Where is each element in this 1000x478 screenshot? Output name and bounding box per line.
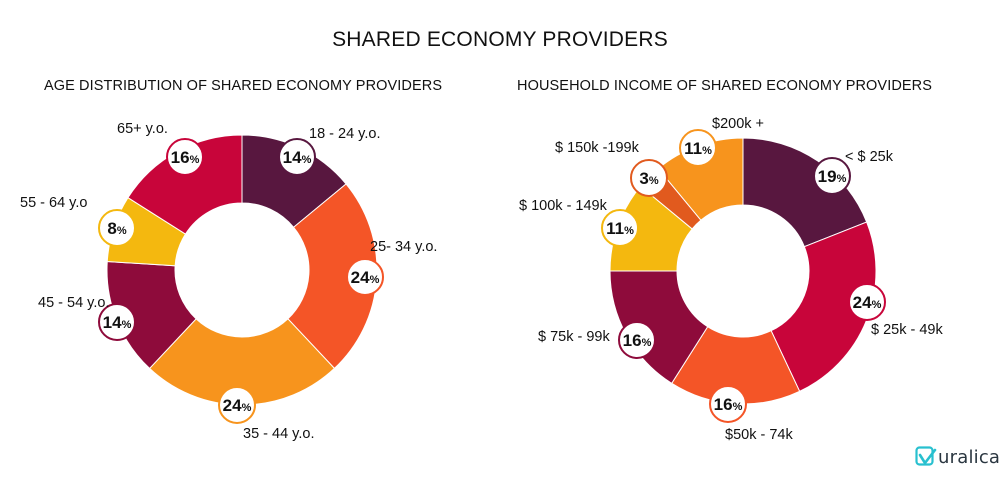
income-slice-200k xyxy=(657,137,744,221)
age-donut-chart: 14% 18 - 24 y.o. 24% 25- 34 y.o. 24% 35 - 44 … xyxy=(20,121,437,442)
income-value-label: 11% xyxy=(684,139,712,158)
age-value-label: 8% xyxy=(107,219,126,238)
age-value-badge: 14% xyxy=(278,138,316,176)
age-value-badge: 24% xyxy=(218,386,256,424)
income-value-badge: 11% xyxy=(601,209,639,247)
age-value-label: 14% xyxy=(283,148,312,167)
income-value-badge: 24% xyxy=(848,283,886,321)
income-category-label: $200k + xyxy=(712,116,764,132)
age-category-label: 65+ y.o. xyxy=(117,121,168,137)
income-category-label: $ 100k - 149k xyxy=(519,198,608,214)
income-value-badge: 3% xyxy=(630,159,668,197)
age-value-badge: 14% xyxy=(98,303,136,341)
age-value-label: 16% xyxy=(171,148,200,167)
income-category-label: < $ 25k xyxy=(845,149,894,165)
income-donut-chart: 19% < $ 25k 24% $ 25k - 49k 16% $50k - 74k 16%… xyxy=(519,116,943,443)
income-slice-25k-49k xyxy=(770,221,877,393)
income-value-badge: 19% xyxy=(813,157,851,195)
age-value-badge: 16% xyxy=(166,138,204,176)
age-chart-title: AGE DISTRIBUTION OF SHARED ECONOMY PROVI… xyxy=(44,78,443,94)
age-value-badge: 24% xyxy=(346,258,384,296)
logo-mark-icon xyxy=(915,446,937,468)
income-category-label: $50k - 74k xyxy=(725,427,793,443)
age-category-label: 18 - 24 y.o. xyxy=(309,126,380,142)
income-value-label: 11% xyxy=(606,219,634,238)
income-value-label: 24% xyxy=(853,293,882,312)
income-category-label: $ 150k -199k xyxy=(555,140,640,156)
income-value-badge: 11% xyxy=(679,129,717,167)
income-value-label: 16% xyxy=(623,331,652,350)
income-category-label: $ 25k - 49k xyxy=(871,322,943,338)
income-category-label: $ 75k - 99k xyxy=(538,329,610,345)
age-slice-25-34-y-o xyxy=(287,183,378,370)
age-value-label: 24% xyxy=(351,268,380,287)
income-slice-25k xyxy=(742,137,868,248)
age-category-label: 55 - 64 y.o xyxy=(20,195,87,211)
age-category-label: 25- 34 y.o. xyxy=(370,239,437,255)
age-value-badge: 8% xyxy=(98,209,136,247)
brand-logo: uralica xyxy=(915,444,1000,470)
chart-main-title: SHARED ECONOMY PROVIDERS xyxy=(332,28,668,51)
age-slice-35-44-y-o xyxy=(148,318,336,406)
income-value-label: 3% xyxy=(639,169,658,188)
age-value-label: 14% xyxy=(103,313,132,332)
income-value-badge: 16% xyxy=(709,385,747,423)
age-category-label: 45 - 54 y.o. xyxy=(38,295,109,311)
income-value-label: 19% xyxy=(818,167,847,186)
age-slice-65-y-o xyxy=(127,134,243,235)
logo-text: uralica xyxy=(938,446,1000,468)
income-value-badge: 16% xyxy=(618,321,656,359)
age-category-label: 35 - 44 y.o. xyxy=(243,426,314,442)
age-value-label: 24% xyxy=(223,396,252,415)
income-chart-title: HOUSEHOLD INCOME OF SHARED ECONOMY PROVI… xyxy=(517,78,933,94)
income-value-label: 16% xyxy=(714,395,743,414)
